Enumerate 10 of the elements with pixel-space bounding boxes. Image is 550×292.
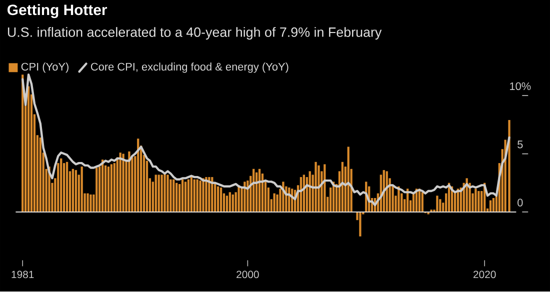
x-tick-label: 2000 <box>236 270 259 278</box>
y-tick-label: 10% <box>510 82 531 90</box>
x-tick-label: 1981 <box>12 270 34 278</box>
legend-label: Core CPI, excluding food & energy (YoY) <box>90 62 288 73</box>
y-tick-label: 5 <box>518 140 523 149</box>
x-tick-label: 2020 <box>473 270 496 278</box>
y-tick-label: 0 <box>518 198 523 207</box>
chart-title: Getting Hotter <box>8 4 108 18</box>
legend-label: CPI (YoY) <box>21 62 68 73</box>
chart-subtitle: U.S. inflation accelerated to a 40-year high of 7.9% in February <box>8 27 382 40</box>
